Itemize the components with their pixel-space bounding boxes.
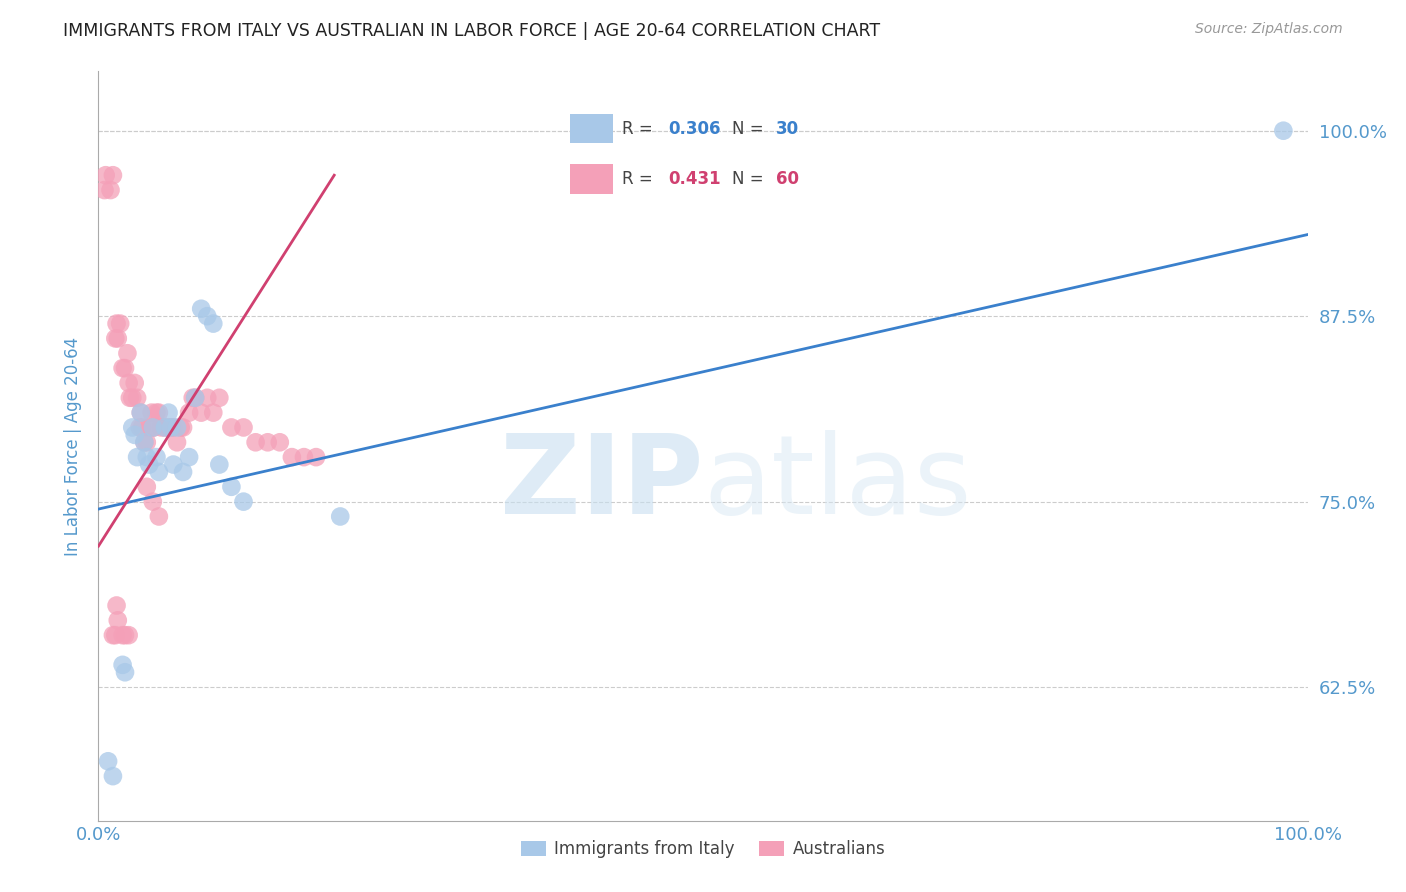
Point (114, 361, 136, 376)
Point (111, 361, 134, 376)
Point (269, 435, 291, 450)
Point (245, 435, 267, 450)
Point (135, 435, 157, 450)
Point (111, 657, 134, 672)
Point (221, 480, 243, 494)
Text: ZIP: ZIP (499, 430, 703, 537)
Point (101, 769, 124, 783)
Point (208, 391, 231, 405)
Point (131, 420, 153, 434)
Point (101, 628, 124, 642)
Point (162, 420, 184, 434)
Point (145, 450, 167, 464)
Point (94, 168, 117, 182)
Point (135, 480, 157, 494)
Point (148, 465, 170, 479)
Point (153, 420, 176, 434)
Point (127, 450, 149, 464)
Point (221, 420, 243, 434)
Point (202, 406, 225, 420)
Point (129, 406, 152, 420)
Point (195, 309, 218, 323)
Y-axis label: In Labor Force | Age 20-64: In Labor Force | Age 20-64 (65, 336, 83, 556)
Point (150, 420, 173, 434)
Point (114, 628, 136, 642)
Point (127, 391, 149, 405)
Point (111, 628, 134, 642)
Point (142, 420, 165, 434)
Point (157, 406, 180, 420)
Point (153, 420, 176, 434)
Point (134, 435, 156, 450)
Point (129, 406, 152, 420)
Point (142, 420, 165, 434)
Point (160, 420, 183, 434)
Point (148, 406, 170, 420)
Point (157, 420, 180, 434)
Point (117, 346, 139, 360)
Point (128, 420, 150, 434)
Point (124, 428, 146, 442)
Point (93, 183, 115, 197)
Point (118, 376, 141, 390)
Point (105, 317, 128, 331)
Point (142, 494, 165, 508)
Point (148, 509, 170, 524)
Text: Source: ZipAtlas.com: Source: ZipAtlas.com (1195, 22, 1343, 37)
Point (97, 754, 120, 768)
Point (190, 406, 212, 420)
Text: atlas: atlas (703, 430, 972, 537)
Point (190, 301, 212, 316)
Point (105, 599, 128, 613)
Point (184, 391, 207, 405)
Point (292, 450, 315, 464)
Point (108, 317, 131, 331)
Point (118, 628, 141, 642)
Point (305, 450, 328, 464)
Point (179, 406, 201, 420)
Point (104, 331, 127, 345)
Point (101, 168, 124, 182)
Point (166, 435, 188, 450)
Point (104, 628, 127, 642)
Point (172, 465, 194, 479)
Point (118, 391, 141, 405)
Point (107, 613, 129, 627)
Point (138, 420, 160, 434)
Legend: Immigrants from Italy, Australians: Immigrants from Italy, Australians (513, 833, 893, 864)
Point (172, 420, 194, 434)
Point (124, 376, 146, 390)
Point (135, 450, 157, 464)
Point (166, 420, 188, 434)
Point (281, 450, 304, 464)
Point (114, 665, 136, 680)
Point (256, 435, 278, 450)
Point (184, 391, 207, 405)
Point (179, 450, 201, 464)
Point (100, 183, 122, 197)
Point (169, 420, 191, 434)
Point (145, 406, 167, 420)
Text: IMMIGRANTS FROM ITALY VS AUSTRALIAN IN LABOR FORCE | AGE 20-64 CORRELATION CHART: IMMIGRANTS FROM ITALY VS AUSTRALIAN IN L… (63, 22, 880, 40)
Point (232, 494, 254, 508)
Point (143, 420, 166, 434)
Point (162, 458, 184, 472)
Point (202, 317, 225, 331)
Point (1272, 124, 1295, 138)
Point (208, 458, 231, 472)
Point (232, 420, 254, 434)
Point (329, 509, 352, 524)
Point (160, 420, 183, 434)
Point (121, 420, 143, 434)
Point (121, 391, 143, 405)
Point (195, 391, 218, 405)
Point (138, 458, 160, 472)
Point (181, 391, 204, 405)
Point (107, 331, 129, 345)
Point (134, 435, 156, 450)
Point (141, 406, 163, 420)
